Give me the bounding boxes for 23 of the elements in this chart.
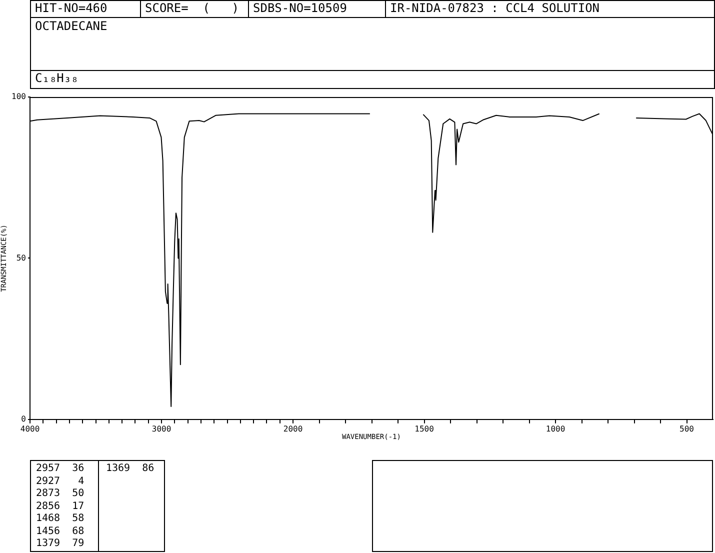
text: 1468 58 xyxy=(36,513,84,524)
text: 2856 17 xyxy=(36,500,84,512)
text: IR-NIDA-07823 : CCL4 SOLUTION xyxy=(390,1,600,15)
x-tick-label: 1500 xyxy=(414,424,434,434)
x-tick-label: 500 xyxy=(680,424,694,434)
text: 2873 50 xyxy=(36,488,84,499)
x-tick-label: 4000 xyxy=(20,424,40,434)
text: 1379 79 xyxy=(36,538,84,549)
y-tick-label: 50 xyxy=(16,253,26,262)
text: OCTADECANE xyxy=(35,19,108,33)
x-tick-label: 2000 xyxy=(283,424,303,434)
text: SDBS-NO=10509 xyxy=(253,1,347,15)
y-tick-label: 0 xyxy=(21,414,26,424)
text: 1456 68 xyxy=(36,526,84,536)
text: C₁₈H₃₈ xyxy=(35,71,78,85)
x-tick-label: 1000 xyxy=(546,424,566,434)
x-tick-label: 3000 xyxy=(152,424,172,434)
text: SCORE= ( ) xyxy=(145,1,239,15)
y-tick-label: 100 xyxy=(12,92,26,102)
text: 2957 36 xyxy=(36,463,84,474)
text: HIT-NO=460 xyxy=(35,1,108,15)
text: 1369 86 xyxy=(106,463,154,474)
text: 2927 4 xyxy=(36,476,84,486)
